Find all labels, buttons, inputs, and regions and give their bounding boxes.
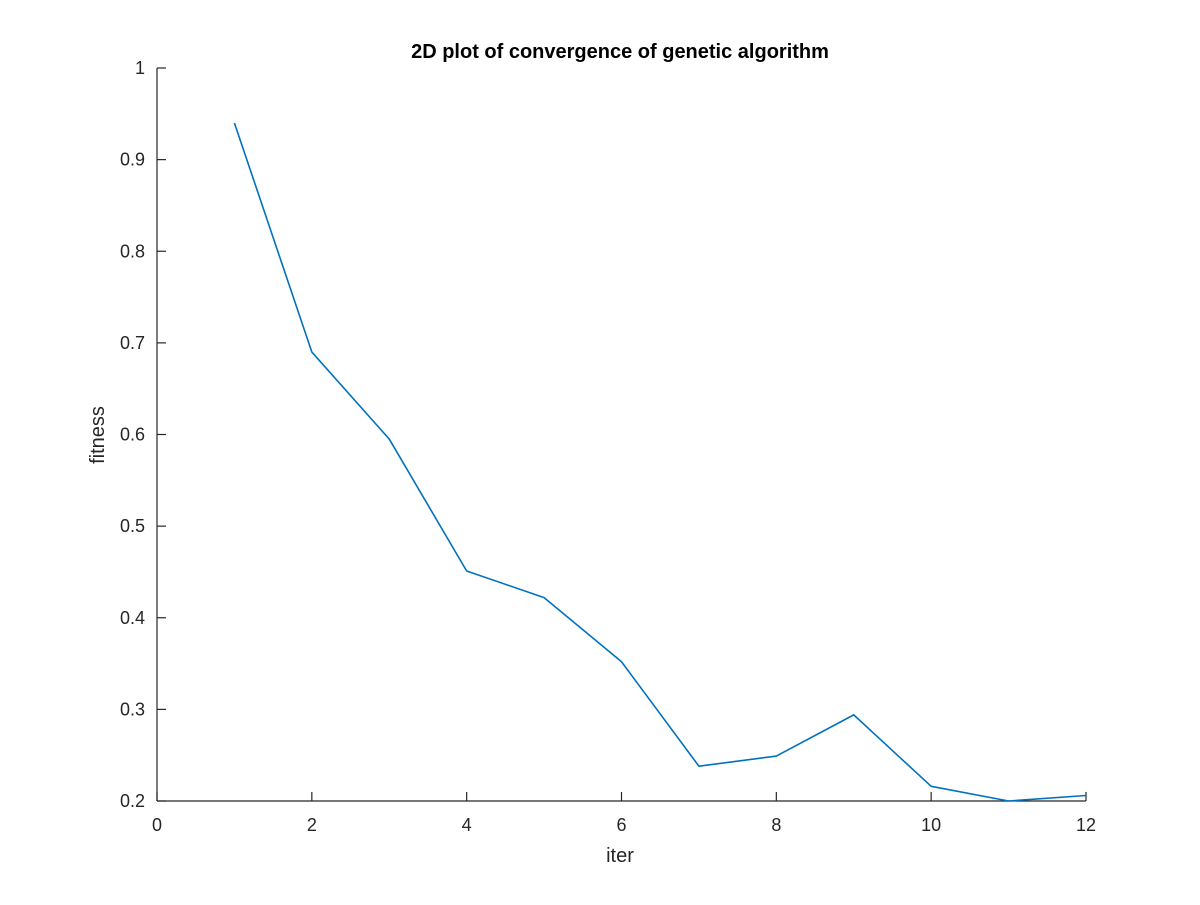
y-tick-label: 0.5	[120, 516, 145, 536]
series-group	[234, 123, 1086, 801]
y-tick-label: 0.6	[120, 425, 145, 445]
x-tick-label: 4	[462, 815, 472, 835]
y-tick-label: 0.7	[120, 333, 145, 353]
x-tick-label: 8	[771, 815, 781, 835]
y-tick-label: 0.9	[120, 150, 145, 170]
y-tick-label: 0.4	[120, 608, 145, 628]
x-tick-label: 2	[307, 815, 317, 835]
y-tick-label: 0.3	[120, 699, 145, 719]
axes	[157, 68, 1086, 801]
y-tick-label: 0.8	[120, 241, 145, 261]
chart-title: 2D plot of convergence of genetic algori…	[411, 41, 829, 63]
y-axis-label: fitness	[87, 406, 109, 464]
x-tick-label: 6	[616, 815, 626, 835]
x-tick-label: 12	[1076, 815, 1096, 835]
y-axis-ticks: 0.2 0.3 0.4 0.5 0.6 0.7 0.8 0.9 1	[120, 58, 166, 811]
series-line-fitness	[234, 123, 1086, 801]
x-tick-label: 10	[921, 815, 941, 835]
y-tick-label: 1	[135, 58, 145, 78]
y-tick-label: 0.2	[120, 791, 145, 811]
x-axis-ticks: 0 2 4 6 8 10 12	[152, 792, 1096, 835]
x-tick-label: 0	[152, 815, 162, 835]
x-axis-label: iter	[606, 845, 634, 867]
